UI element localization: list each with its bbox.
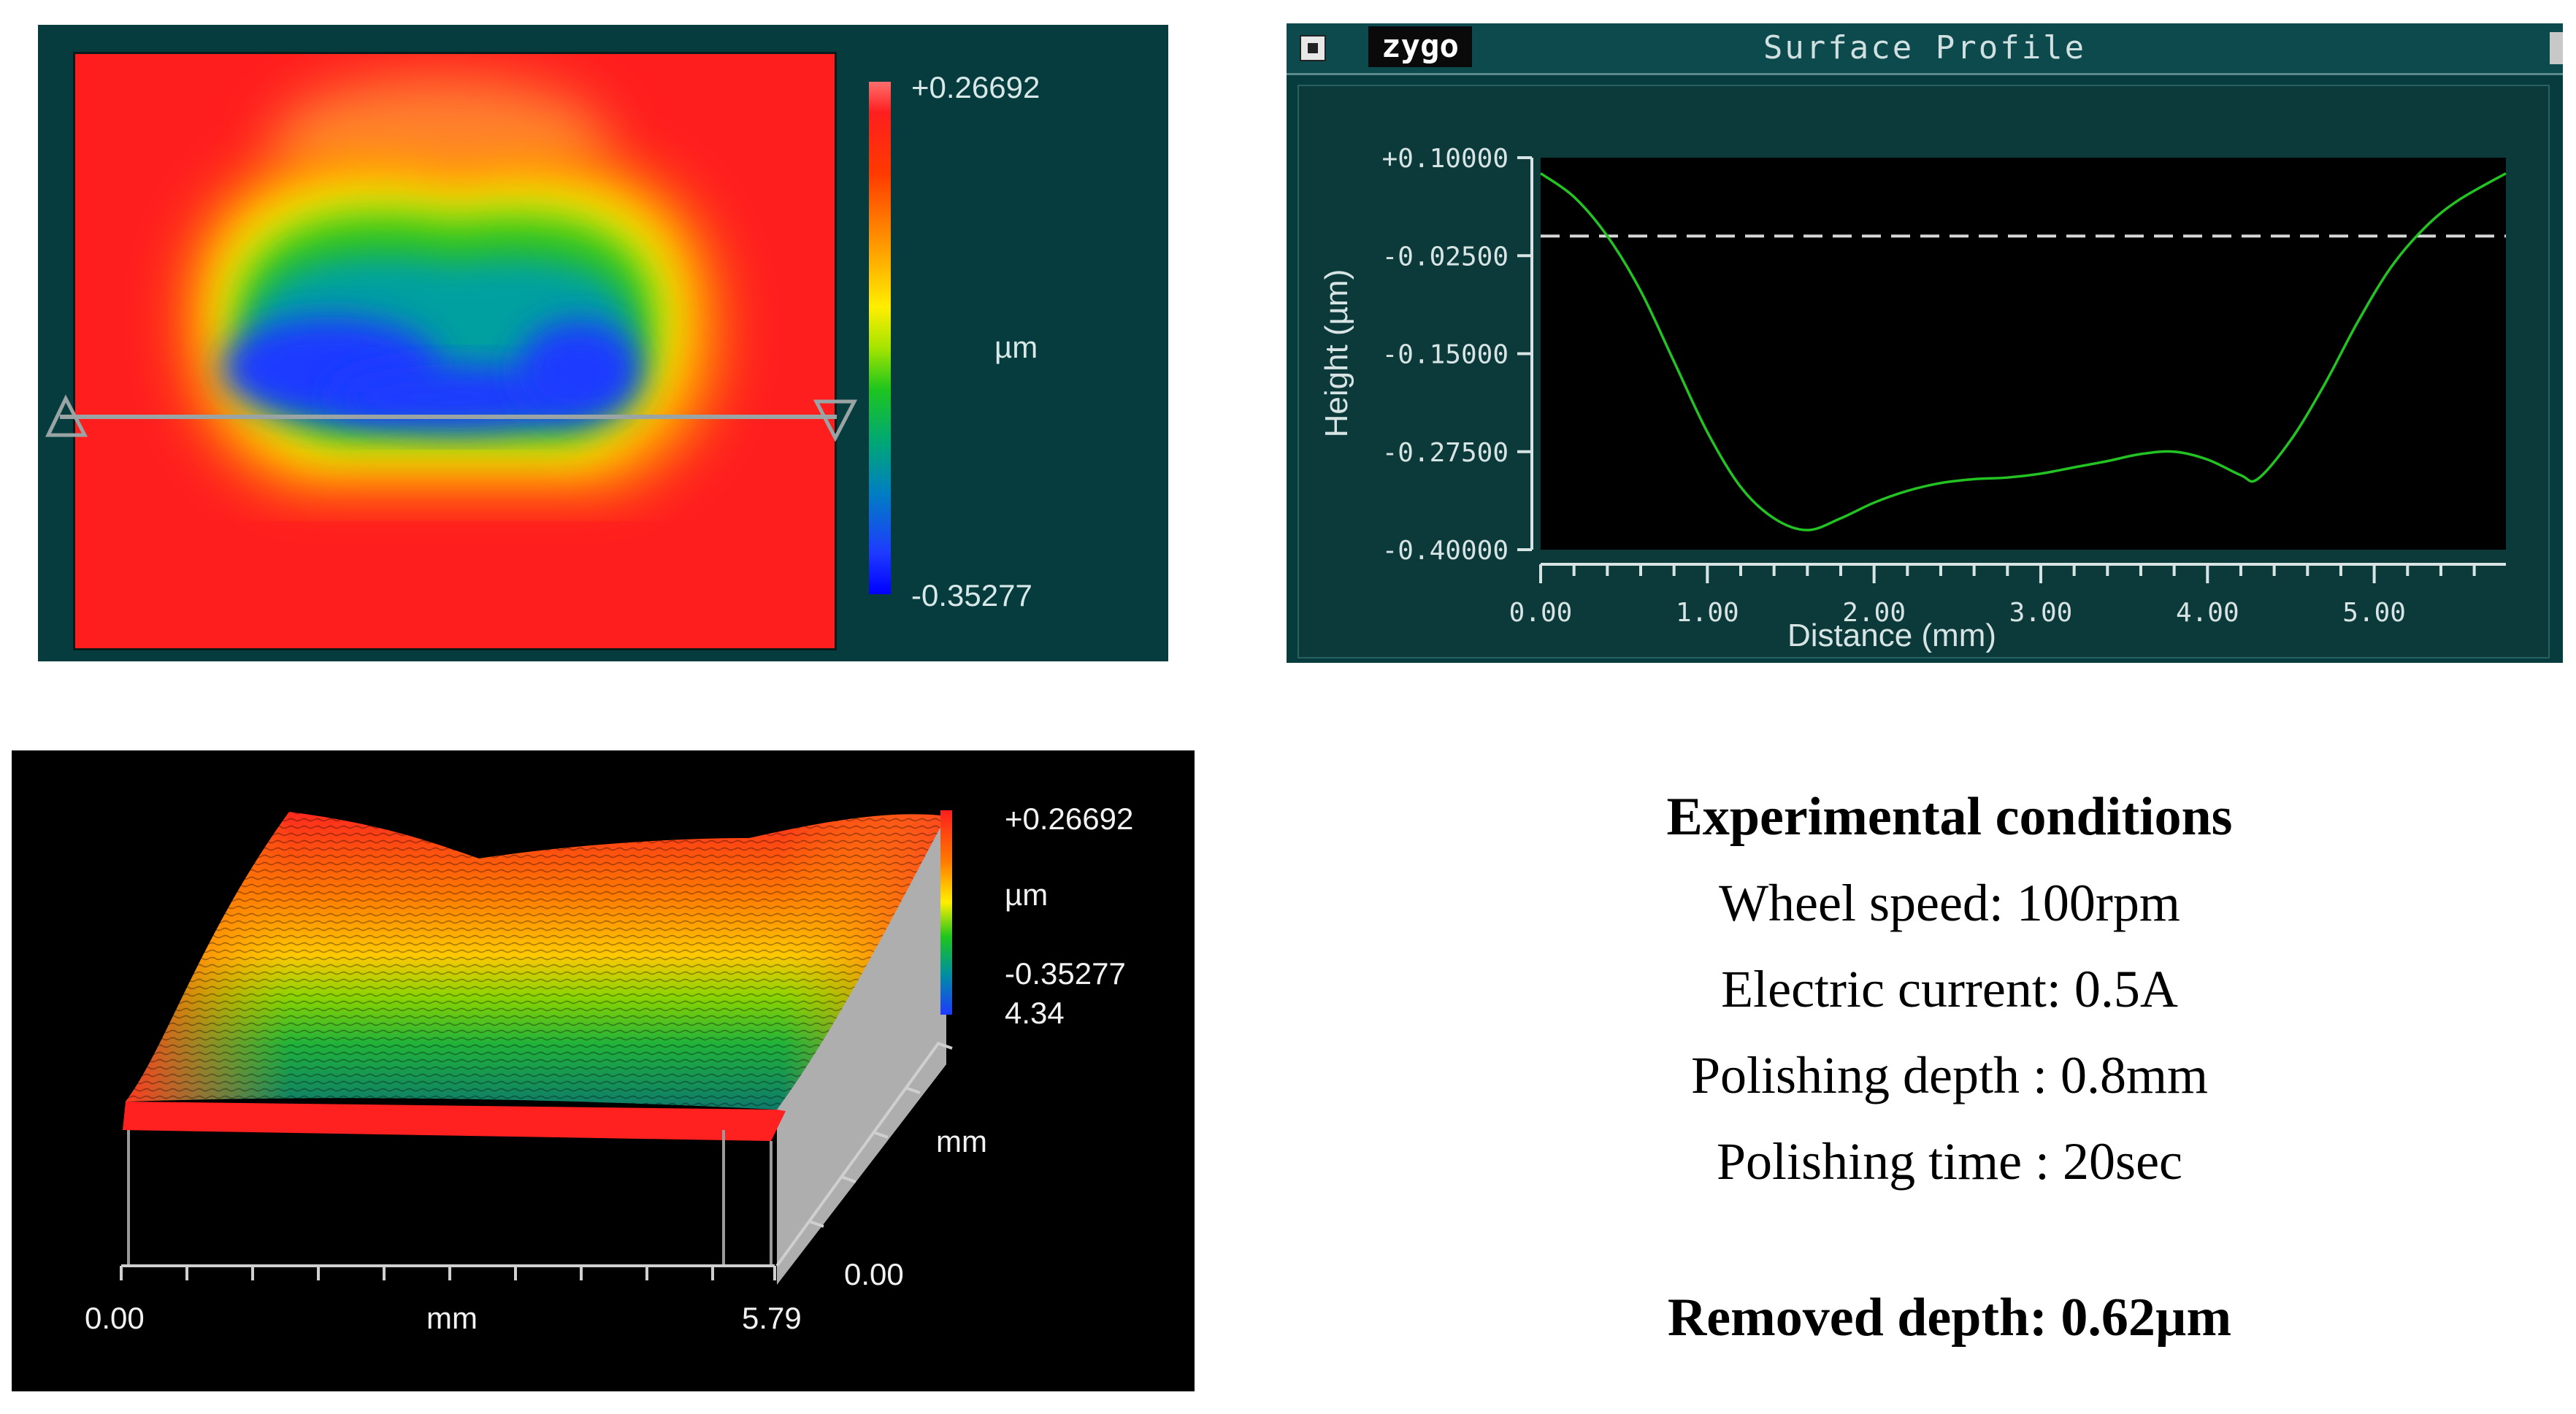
y-axis [775, 1041, 940, 1267]
condition-wheel-speed: Wheel speed: 100rpm [1719, 874, 2180, 932]
x-tick-label: 5.00 [2342, 598, 2406, 628]
surface-3d-panel: +0.26692 µm -0.35277 4.34 mm 0.00 0.00 m… [12, 750, 1195, 1391]
y-tick-label: -0.15000 [1382, 340, 1509, 370]
surface-3d-view: +0.26692 µm -0.35277 4.34 mm 0.00 0.00 m… [85, 802, 1133, 1335]
close-box-icon[interactable] [1300, 35, 1326, 61]
height-map-panel: +0.26692 µm -0.35277 [38, 25, 1168, 661]
y-tick-label: -0.27500 [1382, 438, 1509, 468]
x-tick-label: 3.00 [2009, 598, 2073, 628]
window-title: Surface Profile [1763, 29, 2087, 66]
condition-electric-current: Electric current: 0.5A [1721, 960, 2178, 1018]
y-axis-max-label: 4.34 [1005, 996, 1065, 1030]
y-axis-label: Height (µm) [1319, 269, 1354, 438]
removed-depth: Removed depth: 0.62µm [1667, 1288, 2232, 1348]
surface-side-wall [777, 816, 946, 1285]
height-map-plot [73, 52, 837, 650]
y-axis-min-label: 0.00 [844, 1257, 904, 1291]
colorbar-unit-label: µm [1005, 877, 1048, 912]
conditions-heading: Experimental conditions [1666, 787, 2233, 847]
colorbar-max-label: +0.26692 [1005, 802, 1133, 836]
x-axis-unit-label: mm [426, 1301, 478, 1335]
x-tick-label: 4.00 [2176, 598, 2239, 628]
condition-polishing-depth: Polishing depth : 0.8mm [1690, 1046, 2209, 1104]
plot-background [1541, 158, 2506, 550]
colorbar-min-label: -0.35277 [911, 578, 1032, 612]
x-axis-ticks [120, 1266, 776, 1280]
y-tick-label: -0.02500 [1382, 242, 1509, 272]
y-axis-ticks [808, 1042, 953, 1228]
y-tick-label: +0.10000 [1382, 144, 1509, 174]
colorbar [869, 82, 891, 594]
window-edge-control[interactable] [2550, 32, 2563, 64]
cut-start-triangle-icon[interactable] [45, 394, 88, 437]
x-axis-max-label: 5.79 [742, 1301, 802, 1335]
profile-chart: +0.10000 -0.02500 -0.15000 -0.27500 -0.40000… [1319, 144, 2507, 653]
colorbar-max-label: +0.26692 [911, 70, 1040, 104]
zygo-logo: zygo [1368, 26, 1472, 67]
experimental-conditions: Experimental conditions Wheel speed: 100… [1475, 774, 2424, 1204]
colorbar-min-label: -0.35277 [1005, 956, 1126, 991]
window-titlebar: zygo Surface Profile [1287, 23, 2563, 75]
profile-series-line [1539, 172, 2507, 531]
height-map-image [75, 54, 835, 648]
surface-profile-window: zygo Surface Profile +0.10000 -0.02500 -0.… [1287, 23, 2563, 663]
x-axis-min-label: 0.00 [85, 1301, 145, 1335]
surface-3d-colorbar [940, 810, 952, 1015]
x-axis-label: Distance (mm) [1787, 618, 1996, 653]
y-axis-unit-label: mm [936, 1124, 987, 1159]
profile-cut-line[interactable] [38, 25, 1168, 661]
cut-end-triangle-icon[interactable] [813, 399, 858, 442]
x-tick-label: 2.00 [1842, 598, 1906, 628]
x-tick-label: 0.00 [1509, 598, 1573, 628]
surface-front-edge [123, 1102, 786, 1141]
profile-chart-area: +0.10000 -0.02500 -0.15000 -0.27500 -0.40000… [1297, 85, 2550, 658]
y-tick-label: -0.40000 [1382, 536, 1509, 566]
colorbar-unit-label: µm [994, 330, 1038, 364]
condition-polishing-time: Polishing time : 20sec [1717, 1132, 2182, 1191]
x-tick-label: 1.00 [1676, 598, 1739, 628]
